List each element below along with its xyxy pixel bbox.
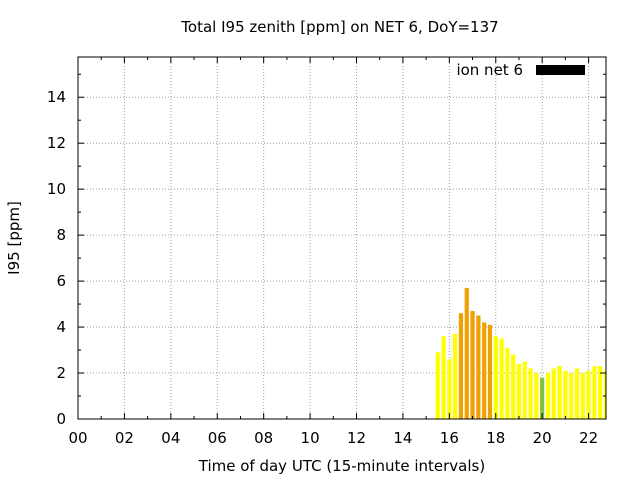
x-axis-label: Time of day UTC (15-minute intervals)	[198, 457, 485, 475]
bar	[598, 366, 603, 419]
y-tick-label: 2	[56, 364, 66, 382]
bar	[540, 377, 545, 419]
y-tick-label: 4	[56, 318, 66, 336]
x-tick-label: 10	[301, 429, 320, 447]
bar	[545, 373, 551, 419]
bar	[528, 368, 533, 419]
x-tick-label: 20	[533, 429, 552, 447]
bar	[464, 287, 469, 419]
bar	[482, 322, 487, 419]
bar	[563, 370, 568, 419]
y-tick-label: 10	[47, 180, 66, 198]
legend: ion net 6	[456, 61, 585, 79]
y-axis-label: I95 [ppm]	[5, 201, 23, 275]
bar	[499, 338, 504, 419]
legend-swatch	[536, 65, 585, 75]
y-tick-label: 14	[47, 88, 66, 106]
bar	[516, 363, 522, 419]
bar	[592, 366, 597, 419]
bar	[505, 347, 510, 419]
bar	[447, 359, 452, 419]
bar	[470, 310, 475, 419]
x-ticks: 00 02 04 06 08 10 12 14 16 18 20 22	[68, 57, 598, 447]
x-tick-label: 22	[579, 429, 598, 447]
bar	[476, 315, 481, 419]
bar	[511, 354, 516, 419]
bars	[435, 287, 606, 419]
chart-title: Total I95 zenith [ppm] on NET 6, DoY=137	[180, 18, 498, 36]
bar	[487, 324, 493, 419]
bar	[493, 336, 498, 419]
y-ticks: 0 2 4 6 8 10 12 14	[47, 73, 606, 428]
bar	[551, 368, 556, 419]
bar	[603, 370, 606, 419]
bar	[534, 373, 539, 419]
bar	[580, 373, 585, 419]
x-tick-label: 06	[208, 429, 227, 447]
y-tick-label: 0	[56, 410, 66, 428]
x-tick-label: 08	[254, 429, 273, 447]
x-tick-label: 16	[440, 429, 459, 447]
bar	[458, 313, 464, 419]
bar	[522, 361, 527, 419]
y-tick-label: 6	[56, 272, 66, 290]
x-tick-label: 12	[347, 429, 366, 447]
legend-label: ion net 6	[456, 61, 523, 79]
x-tick-label: 00	[68, 429, 87, 447]
x-tick-label: 14	[393, 429, 412, 447]
plot-frame	[77, 56, 607, 420]
y-tick-label: 12	[47, 134, 66, 152]
x-tick-label: 02	[115, 429, 134, 447]
grid	[78, 57, 606, 419]
bar	[453, 333, 458, 419]
bar	[569, 373, 574, 419]
bar	[435, 352, 440, 419]
x-tick-label: 04	[161, 429, 180, 447]
bar	[574, 368, 580, 419]
bar	[586, 370, 591, 419]
bar	[441, 336, 446, 419]
x-tick-label: 18	[486, 429, 505, 447]
bar	[557, 366, 562, 419]
y-tick-label: 8	[56, 226, 66, 244]
